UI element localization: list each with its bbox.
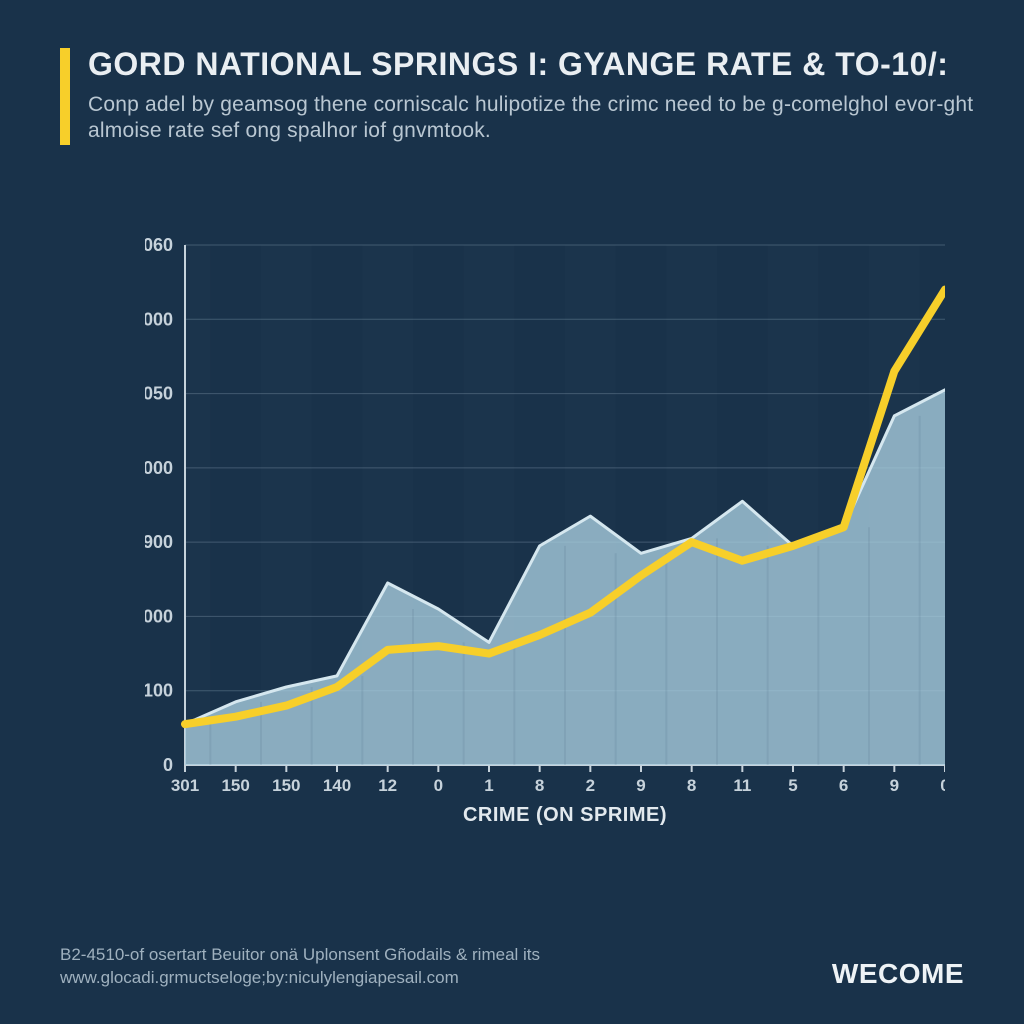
x-tick-label: 6	[839, 776, 848, 795]
footer: B2-4510-of osertart Beuitor onä Uplonsen…	[60, 944, 964, 990]
x-tick-label: 0	[434, 776, 443, 795]
footer-line-1: B2-4510-of osertart Beuitor onä Uplonsen…	[60, 944, 540, 967]
x-tick-label: 150	[272, 776, 300, 795]
x-tick-label: 9	[636, 776, 645, 795]
x-tick-label: 1	[484, 776, 493, 795]
infographic-root: GORD NATIONAL SPRINGS I: GYANGE RATE & T…	[0, 0, 1024, 1024]
x-tick-label: 5	[788, 776, 797, 795]
x-tick-label: 11	[733, 776, 751, 795]
chart-svg: 0210060001900200060506000806030115015014…	[145, 235, 945, 825]
x-tick-label: 0	[940, 776, 945, 795]
x-tick-label: 140	[323, 776, 351, 795]
footer-brand: WECOME	[832, 958, 964, 990]
y-tick-label: 6000	[145, 309, 173, 329]
y-tick-label: 2100	[145, 681, 173, 701]
y-tick-label: 6050	[145, 384, 173, 404]
page-subtitle: Conp adel by geamsog thene corniscalc hu…	[88, 92, 974, 146]
footer-text: B2-4510-of osertart Beuitor onä Uplonsen…	[60, 944, 540, 990]
x-axis-title: CRIME (ON SPRIME)	[463, 804, 667, 825]
y-tick-label: 1900	[145, 532, 173, 552]
y-tick-label: 2000	[145, 458, 173, 478]
x-tick-label: 9	[890, 776, 899, 795]
page-title: GORD NATIONAL SPRINGS I: GYANGE RATE & T…	[88, 48, 974, 82]
x-tick-label: 2	[586, 776, 595, 795]
chart-container: 0210060001900200060506000806030115015014…	[145, 235, 945, 825]
footer-line-2: www.glocadi.grmuctseloge;by:niculylengia…	[60, 967, 540, 990]
x-tick-label: 8	[535, 776, 544, 795]
x-tick-label: 8	[687, 776, 696, 795]
y-tick-label: 6000	[145, 606, 173, 626]
x-tick-label: 150	[221, 776, 249, 795]
x-tick-label: 301	[171, 776, 199, 795]
y-tick-label: 0	[163, 755, 173, 775]
x-tick-label: 12	[378, 776, 397, 795]
header-block: GORD NATIONAL SPRINGS I: GYANGE RATE & T…	[60, 48, 974, 145]
y-tick-label: 8060	[145, 235, 173, 255]
